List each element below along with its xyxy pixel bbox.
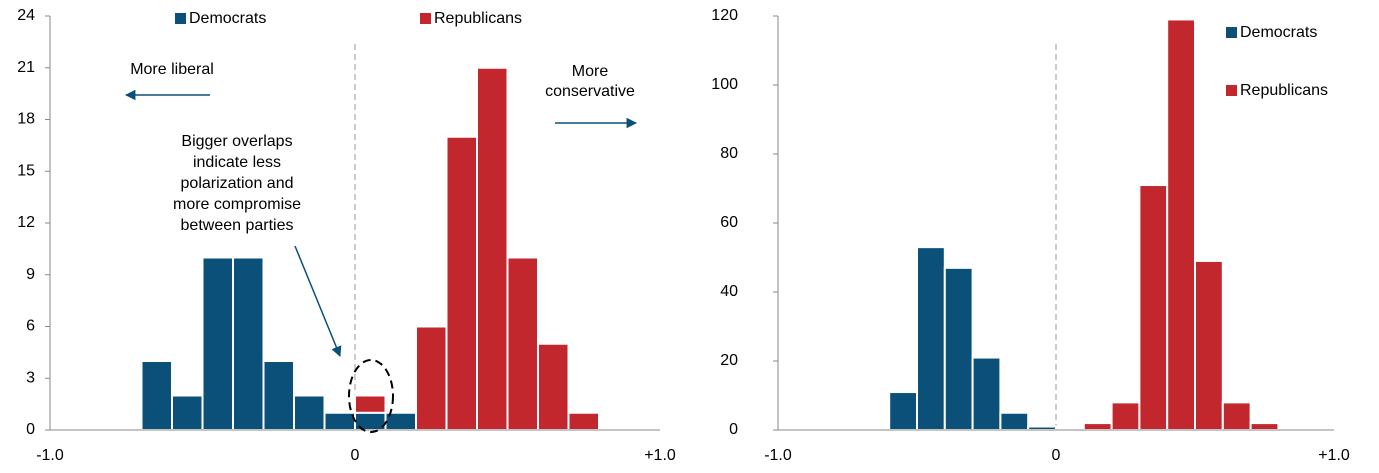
bar bbox=[1027, 425, 1057, 431]
y-tick-label: 21 bbox=[17, 59, 35, 76]
y-tick-label: 12 bbox=[17, 214, 35, 231]
bar bbox=[293, 394, 326, 431]
bar bbox=[537, 342, 570, 431]
legend-swatch bbox=[1226, 85, 1237, 96]
x-tick-label: 0 bbox=[1052, 447, 1061, 464]
bar bbox=[445, 135, 478, 431]
bar bbox=[971, 356, 1002, 431]
y-tick-label: 0 bbox=[26, 421, 35, 438]
bar bbox=[354, 394, 387, 414]
bar bbox=[506, 256, 539, 431]
bar bbox=[232, 256, 265, 431]
bar bbox=[476, 66, 509, 431]
y-tick-label: 40 bbox=[720, 283, 738, 300]
legend-swatch bbox=[1226, 27, 1237, 38]
legend-label: Democrats bbox=[189, 10, 266, 27]
y-tick-label: 20 bbox=[720, 352, 738, 369]
y-tick-label: 6 bbox=[26, 318, 35, 335]
y-tick-label: 80 bbox=[720, 145, 738, 162]
annotation: indicate less bbox=[193, 154, 281, 171]
bar bbox=[888, 391, 919, 431]
bar bbox=[1194, 259, 1224, 432]
bar bbox=[415, 325, 448, 431]
bar bbox=[201, 256, 234, 431]
annotation: more compromise bbox=[173, 196, 301, 213]
x-tick-label: -1.0 bbox=[36, 447, 64, 464]
y-tick-label: 18 bbox=[17, 111, 35, 128]
bar bbox=[171, 394, 204, 431]
y-tick-label: 15 bbox=[17, 162, 35, 179]
x-tick-label: 0 bbox=[351, 447, 360, 464]
bar bbox=[323, 411, 356, 431]
annotation: More bbox=[572, 63, 609, 80]
y-tick-label: 24 bbox=[17, 7, 35, 24]
x-tick-label: +1.0 bbox=[644, 447, 676, 464]
arrow bbox=[294, 245, 342, 357]
bar bbox=[1221, 401, 1252, 431]
legend-label: Democrats bbox=[1240, 24, 1317, 41]
annotation: polarization and bbox=[181, 175, 294, 192]
y-tick-label: 9 bbox=[26, 266, 35, 283]
x-tick-label: -1.0 bbox=[764, 447, 792, 464]
y-tick-label: 3 bbox=[26, 369, 35, 386]
bar bbox=[567, 411, 600, 431]
bar bbox=[140, 360, 173, 431]
bar bbox=[1249, 422, 1280, 432]
y-tick-label: 0 bbox=[729, 421, 738, 438]
bar bbox=[1082, 422, 1113, 432]
y-tick-label: 60 bbox=[720, 214, 738, 231]
annotation: More liberal bbox=[130, 61, 214, 78]
y-tick-label: 100 bbox=[711, 76, 738, 93]
x-tick-label: +1.0 bbox=[1318, 447, 1350, 464]
annotation: between parties bbox=[181, 217, 294, 234]
legend-label: Republicans bbox=[1240, 82, 1328, 99]
bar bbox=[943, 266, 974, 431]
bar bbox=[999, 411, 1030, 431]
highlight-ellipse bbox=[348, 359, 394, 433]
legend-label: Republicans bbox=[434, 10, 522, 27]
annotation: conservative bbox=[545, 83, 635, 100]
y-tick-label: 120 bbox=[711, 7, 738, 24]
annotation: Bigger overlaps bbox=[181, 133, 292, 150]
bar bbox=[916, 246, 946, 431]
legend-swatch bbox=[175, 13, 186, 24]
bar bbox=[1166, 18, 1196, 431]
bar bbox=[1138, 184, 1169, 431]
legend-swatch bbox=[420, 13, 431, 24]
bar bbox=[262, 360, 295, 431]
bar bbox=[1110, 401, 1141, 431]
